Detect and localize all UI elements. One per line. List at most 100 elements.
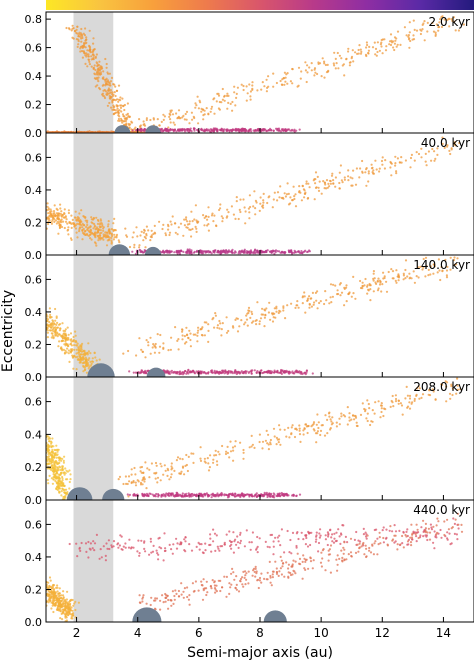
scatter-point (395, 172, 398, 175)
scatter-point (250, 130, 253, 133)
planet-marker (66, 487, 93, 500)
scatter-point (204, 542, 207, 545)
scatter-point (302, 433, 305, 436)
scatter-point (210, 128, 213, 131)
scatter-point (102, 89, 105, 92)
scatter-point (46, 459, 49, 463)
scatter-point (52, 600, 55, 603)
scatter-point (85, 225, 88, 229)
scatter-point (59, 610, 62, 613)
scatter-point (454, 29, 457, 32)
scatter-point (79, 50, 82, 53)
scatter-point (338, 171, 341, 174)
scatter-point (394, 400, 398, 403)
scatter-point (50, 456, 54, 460)
scatter-point (263, 370, 266, 374)
scatter-point (170, 371, 173, 374)
scatter-point (372, 290, 375, 293)
scatter-point (78, 351, 81, 354)
scatter-point (245, 578, 248, 581)
scatter-point (365, 417, 368, 420)
scatter-point (104, 554, 107, 558)
scatter-point (59, 220, 62, 223)
scatter-point (133, 128, 136, 131)
scatter-point (61, 457, 64, 460)
scatter-point (181, 129, 184, 132)
scatter-point (50, 468, 53, 472)
scatter-point (207, 128, 210, 131)
scatter-point (180, 470, 183, 473)
scatter-point (67, 349, 70, 352)
scatter-point (298, 427, 301, 430)
scatter-point (59, 212, 62, 215)
scatter-point (210, 550, 213, 553)
scatter-point (304, 61, 307, 64)
scatter-point (310, 531, 313, 534)
scatter-point (375, 168, 378, 171)
scatter-point (289, 538, 292, 542)
scatter-point (248, 446, 251, 449)
scatter-point (390, 162, 393, 165)
scatter-point (339, 294, 342, 297)
shaded-region (73, 500, 114, 622)
scatter-point (348, 416, 351, 419)
scatter-point (48, 599, 51, 602)
scatter-point (84, 368, 87, 371)
scatter-point (242, 198, 245, 201)
scatter-point (305, 534, 308, 537)
scatter-point (80, 40, 83, 43)
scatter-point (42, 215, 44, 217)
scatter-point (244, 129, 247, 132)
scatter-point (70, 615, 73, 618)
scatter-point (158, 351, 161, 354)
scatter-point (143, 228, 146, 231)
scatter-point (169, 118, 172, 121)
scatter-point (83, 34, 86, 37)
scatter-point (76, 45, 79, 49)
scatter-point (405, 34, 408, 37)
scatter-point (319, 429, 323, 432)
scatter-point (203, 216, 206, 219)
scatter-point (375, 54, 378, 57)
scatter-point (197, 122, 200, 125)
scatter-point (210, 496, 213, 499)
scatter-point (274, 249, 278, 252)
scatter-point (168, 115, 171, 118)
scatter-point (176, 233, 179, 236)
scatter-point (238, 250, 241, 253)
scatter-point (367, 289, 370, 292)
scatter-point (218, 549, 221, 552)
scatter-point (364, 171, 367, 174)
scatter-point (114, 109, 117, 112)
scatter-point (163, 370, 167, 373)
scatter-point (218, 251, 221, 254)
scatter-point (323, 62, 326, 65)
scatter-point (289, 249, 292, 252)
scatter-point (298, 185, 301, 188)
scatter-point (374, 540, 377, 543)
scatter-point (197, 329, 200, 332)
scatter-point (451, 19, 454, 22)
scatter-point (458, 141, 461, 145)
scatter-point (365, 46, 368, 49)
scatter-point (61, 465, 64, 468)
scatter-point (142, 120, 145, 123)
scatter-point (417, 276, 420, 279)
scatter-point (168, 478, 171, 481)
scatter-point (329, 182, 332, 185)
scatter-point (303, 427, 306, 430)
scatter-point (273, 252, 276, 255)
scatter-point (367, 170, 370, 173)
scatter-point (52, 210, 56, 213)
scatter-point (100, 231, 103, 234)
scatter-point (400, 156, 403, 159)
scatter-point (43, 131, 45, 133)
scatter-point (149, 603, 152, 607)
scatter-point (433, 263, 436, 266)
scatter-point (410, 538, 414, 541)
scatter-point (310, 297, 313, 300)
scatter-point (316, 290, 319, 293)
scatter-point (106, 225, 110, 228)
scatter-point (238, 208, 241, 211)
scatter-point (53, 204, 56, 207)
